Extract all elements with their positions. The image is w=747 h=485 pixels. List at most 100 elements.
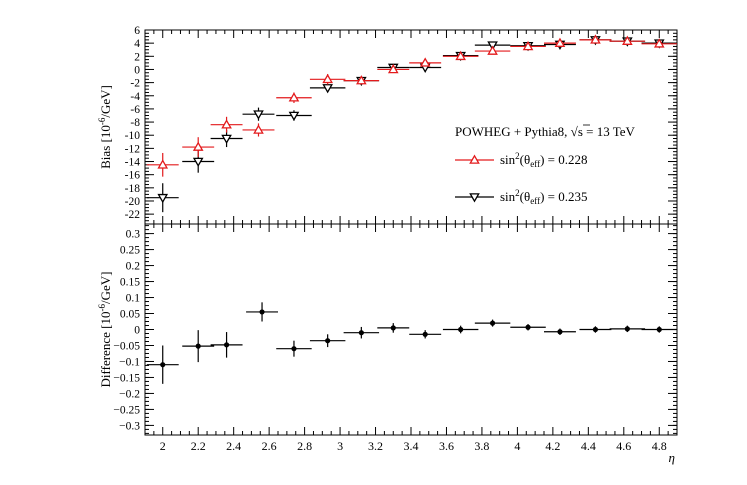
- data-point-marker: [195, 343, 201, 349]
- legend-label-suffix: ) = 0.235: [540, 189, 587, 204]
- data-point-marker: [253, 124, 264, 134]
- y-tick-label: 0.1: [126, 293, 141, 305]
- data-point-marker: [160, 362, 166, 368]
- bias-point-0228: [544, 37, 576, 47]
- data-point-marker: [322, 73, 333, 84]
- data-point-marker: [387, 63, 399, 74]
- x-tick-label: 3.2: [368, 439, 383, 453]
- data-point-marker: [192, 157, 204, 168]
- data-point-marker: [259, 309, 265, 315]
- legend-title: POWHEG + Pythia8, √s = 13 TeV: [455, 124, 636, 139]
- difference-point: [442, 325, 479, 334]
- y-tick-label: −0.25: [113, 404, 140, 416]
- legend-label-sub: eff: [530, 196, 540, 206]
- data-point-marker: [325, 338, 331, 344]
- y-tick-label: -4: [130, 91, 140, 103]
- x-tick-label: 4.4: [581, 439, 596, 453]
- y-tick-label: 0.25: [120, 245, 140, 257]
- data-point-marker: [288, 92, 300, 102]
- bias-point-0228: [641, 38, 677, 48]
- legend-label-sup: 2: [515, 151, 520, 161]
- ylabel-text: Bias [10: [98, 125, 113, 169]
- legend-label-sup: 2: [515, 188, 520, 198]
- legend-entry: sin2(θeff) = 0.228: [455, 151, 587, 169]
- y-tick-label: −0.2: [119, 388, 140, 400]
- difference-axis-label: Difference [10-6/GeV]: [97, 272, 113, 388]
- data-point-marker: [590, 34, 601, 44]
- legend-energy: s = 13 TeV: [578, 124, 636, 139]
- data-point-marker: [223, 342, 230, 348]
- difference-point: [146, 345, 179, 384]
- difference-point: [309, 334, 346, 348]
- bias-axis-label: Bias [10-6/GeV]: [97, 85, 113, 169]
- legend-label-prefix: sin: [500, 152, 516, 167]
- y-tick-label: 0.3: [126, 229, 141, 241]
- data-point-marker: [656, 326, 662, 333]
- legend-title-text: POWHEG + Pythia8,: [455, 124, 567, 139]
- difference-point: [510, 324, 546, 331]
- data-point-marker: [358, 330, 364, 336]
- bias-point-0228: [210, 116, 243, 133]
- data-point-marker: [419, 57, 431, 67]
- ylabel-exponent: -6: [97, 304, 107, 312]
- y-tick-label: 0.05: [120, 309, 140, 321]
- legend-entry: sin2(θeff) = 0.235: [455, 188, 587, 206]
- y-tick-label: -12: [125, 143, 141, 155]
- y-tick-label: -10: [125, 130, 141, 142]
- data-point-marker: [622, 35, 633, 45]
- y-tick-label: −0.15: [113, 372, 140, 384]
- difference-point: [544, 328, 576, 335]
- ylabel-unit: /GeV]: [98, 85, 113, 118]
- y-tick-label: 4: [134, 38, 140, 50]
- x-tick-label: 4.2: [545, 439, 560, 453]
- data-point-marker: [624, 326, 630, 332]
- data-point-marker: [653, 38, 665, 48]
- x-tick-label: 4.6: [616, 439, 631, 453]
- difference-point: [377, 323, 410, 333]
- data-point-marker: [487, 45, 498, 55]
- bias-point-0235: [309, 83, 346, 94]
- bias-point-0228: [474, 45, 511, 55]
- data-point-marker: [525, 324, 531, 330]
- y-tick-label: 2: [134, 51, 140, 63]
- bias-point-0235: [146, 183, 179, 213]
- y-tick-label: -6: [130, 104, 140, 116]
- difference-point: [182, 330, 215, 363]
- bias-point-0228: [510, 40, 546, 51]
- legend-label-mid: (θ: [520, 152, 531, 167]
- x-tick-label: 2: [160, 439, 166, 453]
- y-tick-label: -18: [125, 183, 141, 195]
- legend-label-suffix: ) = 0.228: [540, 152, 587, 167]
- y-tick-label: -16: [125, 170, 141, 182]
- bias-point-0228: [579, 34, 612, 44]
- y-tick-label: 0: [134, 64, 140, 76]
- data-point-marker: [458, 326, 464, 333]
- data-point-marker: [455, 50, 466, 61]
- legend-label-mid: (θ: [520, 189, 531, 204]
- y-tick-label: -8: [130, 117, 140, 129]
- x-tick-label: 2.4: [226, 439, 241, 453]
- data-point-marker: [192, 141, 204, 151]
- y-tick-label: 0: [134, 325, 140, 337]
- difference-point: [246, 302, 278, 322]
- difference-point: [474, 319, 511, 327]
- data-point-marker: [157, 193, 169, 204]
- x-tick-label: 3.6: [439, 439, 454, 453]
- data-point-marker: [291, 346, 297, 352]
- data-point-marker: [469, 193, 480, 203]
- bias-point-0228: [377, 63, 410, 74]
- x-tick-label: 4.8: [652, 439, 667, 453]
- data-point-marker: [469, 154, 480, 164]
- y-tick-label: -14: [125, 157, 141, 169]
- difference-point: [409, 330, 442, 339]
- bias-point-0228: [276, 92, 312, 103]
- data-point-marker: [390, 325, 396, 331]
- y-tick-label: −0.3: [119, 420, 140, 432]
- x-tick-label: 3.8: [474, 439, 489, 453]
- difference-point: [343, 326, 380, 339]
- ylabel-unit: /GeV]: [98, 272, 113, 305]
- bias-point-0228: [182, 137, 215, 157]
- x-axis-label: η: [669, 450, 675, 465]
- bias-point-0235: [210, 129, 243, 148]
